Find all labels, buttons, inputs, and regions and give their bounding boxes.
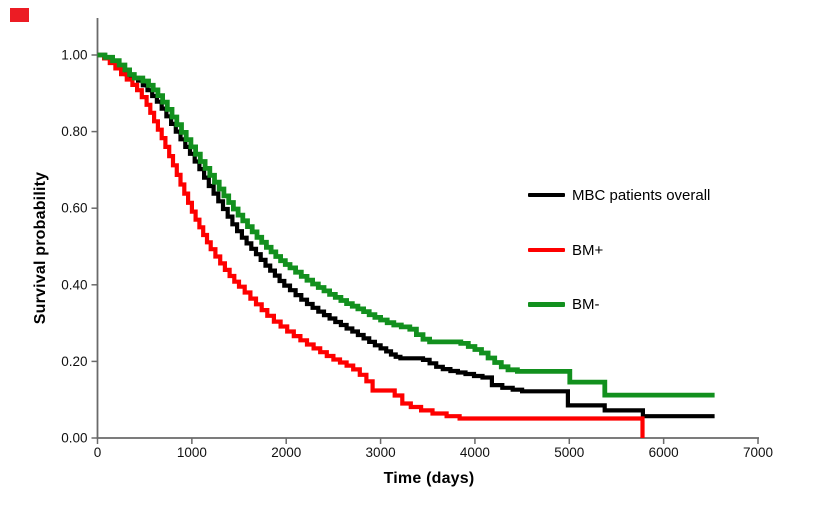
legend-label: BM- <box>572 295 600 313</box>
x-tick-label: 3000 <box>366 445 396 460</box>
legend-label: BM+ <box>572 241 604 259</box>
x-axis-title: Time (days) <box>383 470 475 487</box>
y-axis-title: Survival probability <box>32 171 49 325</box>
x-tick-label: 0 <box>94 445 102 460</box>
y-tick-label: 0.80 <box>61 124 87 139</box>
x-tick-label: 6000 <box>649 445 679 460</box>
corner-marker <box>10 8 29 22</box>
survival-curve-bm-minus <box>97 52 715 398</box>
x-tick-label: 4000 <box>460 445 490 460</box>
survival-curve-mbc-overall <box>97 52 715 419</box>
y-tick-label: 1.00 <box>61 48 87 63</box>
legend-label: MBC patients overall <box>572 186 711 204</box>
legend-item-mbc-overall: MBC patients overall <box>528 185 710 205</box>
y-tick-label: 0.20 <box>61 354 87 369</box>
x-tick-label: 2000 <box>271 445 301 460</box>
y-tick-label: 0.00 <box>61 431 87 446</box>
legend-line-red <box>528 248 565 252</box>
survival-curve-bm-plus <box>97 52 645 438</box>
legend-item-bm-minus: BM- <box>528 294 600 314</box>
legend-line-green <box>528 301 565 307</box>
legend-item-bm-plus: BM+ <box>528 240 603 260</box>
y-tick-label: 0.40 <box>61 277 87 292</box>
y-tick-label: 0.60 <box>61 201 87 216</box>
x-tick-label: 5000 <box>554 445 584 460</box>
x-tick-label: 1000 <box>177 445 207 460</box>
legend-line-black <box>528 193 565 197</box>
x-tick-label: 7000 <box>743 445 773 460</box>
